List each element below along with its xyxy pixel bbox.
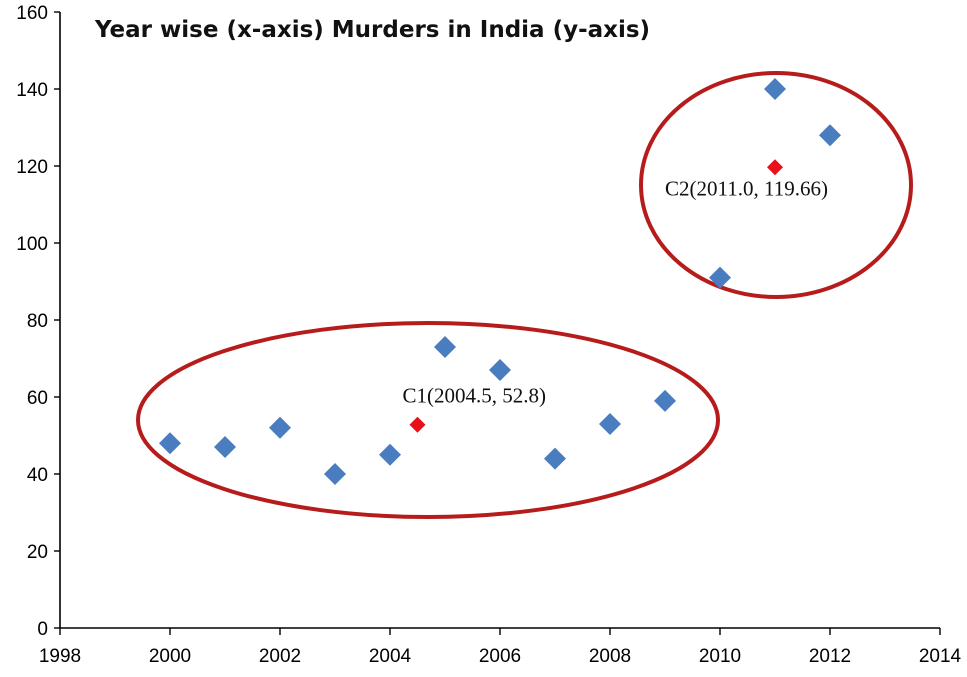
x-tick-label: 1998	[39, 646, 81, 667]
y-tick-label: 40	[27, 465, 48, 486]
x-tick-label: 2014	[919, 646, 962, 667]
data-point	[654, 389, 676, 412]
cluster-outlines	[136, 71, 913, 519]
data-point	[214, 436, 236, 459]
x-tick-label: 2008	[589, 646, 631, 667]
data-point	[379, 443, 401, 466]
chart-title: Year wise (x-axis) Murders in India (y-a…	[94, 17, 650, 43]
y-tick-label: 100	[16, 234, 48, 255]
centroid-marker	[409, 416, 426, 433]
data-point	[159, 432, 181, 455]
y-tick-label: 60	[27, 388, 48, 409]
y-tick-label: 120	[16, 157, 48, 178]
data-point	[819, 124, 841, 147]
x-tick-label: 2012	[809, 646, 851, 667]
data-point	[269, 416, 291, 439]
centroid-label: C2(2011.0, 119.66)	[665, 176, 828, 200]
x-tick-label: 2004	[369, 646, 412, 667]
x-tick-label: 2002	[259, 646, 301, 667]
axes: 0 20 40 60 80 100 120 140 160 1998 2000 2002 2004 200…	[16, 3, 961, 667]
y-tick-label: 140	[16, 80, 48, 101]
x-tick-label: 2000	[149, 646, 191, 667]
cluster-c1-outline	[136, 321, 720, 519]
y-tick-label: 160	[16, 3, 48, 24]
centroid-label: C1(2004.5, 52.8)	[403, 384, 547, 408]
x-tick-label: 2010	[699, 646, 741, 667]
data-point	[709, 266, 731, 289]
y-tick-label: 80	[27, 311, 48, 332]
data-point	[434, 335, 456, 358]
y-tick-label: 20	[27, 542, 48, 563]
data-points	[159, 78, 841, 485]
data-point	[544, 447, 566, 470]
x-tick-label: 2006	[479, 646, 521, 667]
data-point	[324, 463, 346, 485]
data-point	[599, 412, 621, 435]
centroid-marker	[767, 159, 783, 176]
data-point	[764, 78, 786, 100]
centroid-markers: C1(2004.5, 52.8) C2(2011.0, 119.66)	[403, 157, 828, 435]
y-tick-label: 0	[37, 619, 48, 640]
data-point	[489, 359, 511, 382]
cluster-c2-outline	[639, 71, 913, 299]
